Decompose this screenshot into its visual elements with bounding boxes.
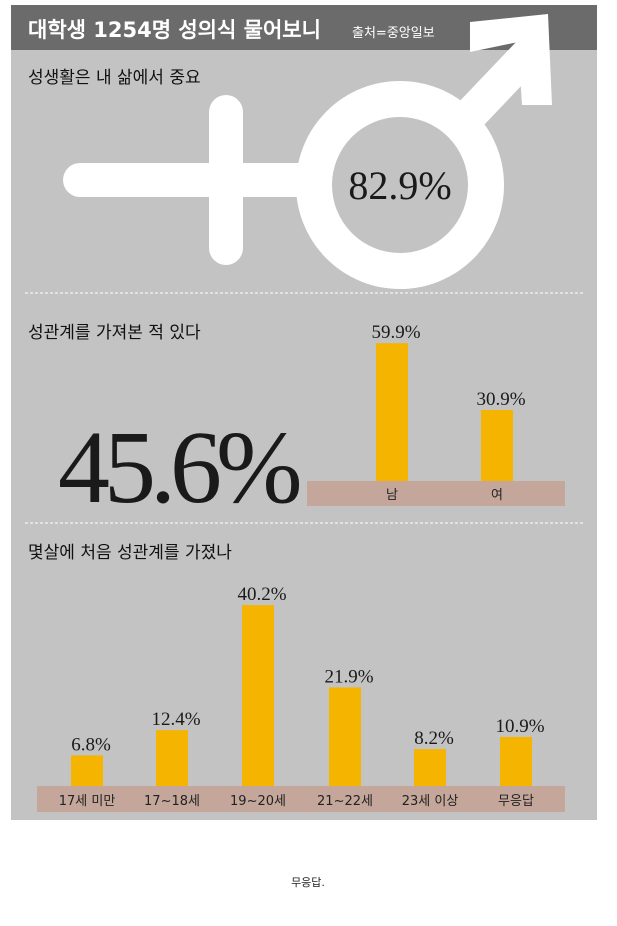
section-title: 몇살에 처음 성관계를 가졌나 <box>28 543 232 563</box>
value-label: 21.9% <box>324 666 373 687</box>
value-label: 6.8% <box>71 734 111 755</box>
value-label: 12.4% <box>151 709 200 730</box>
title: 대학생 1254명 성의식 물어보니 <box>28 18 321 42</box>
category-label: 남 <box>386 488 398 503</box>
category-label: 23세 이상 <box>402 794 459 809</box>
bar <box>329 687 361 786</box>
caption: 무응답. <box>291 876 325 889</box>
section-title: 성관계를 가져본 적 있다 <box>28 323 201 343</box>
value-label: 30.9% <box>476 389 525 410</box>
stat-disc <box>334 119 466 251</box>
total-value: 45.6% <box>58 410 300 525</box>
bar <box>376 343 408 481</box>
category-label: 무응답 <box>498 794 534 809</box>
category-strip <box>37 786 565 812</box>
bar <box>500 736 532 786</box>
value-label: 59.9% <box>371 322 420 343</box>
value-label: 40.2% <box>237 584 286 605</box>
stat-value: 82.9% <box>348 163 451 208</box>
source: 출처=중앙일보 <box>352 26 435 41</box>
bar <box>414 749 446 786</box>
category-label: 17~18세 <box>144 794 200 809</box>
value-label: 10.9% <box>495 716 544 737</box>
section-title: 성생활은 내 삶에서 중요 <box>28 68 201 88</box>
bar <box>71 755 103 786</box>
category-label: 17세 미만 <box>59 794 116 809</box>
category-label: 21~22세 <box>317 794 373 809</box>
category-label: 여 <box>491 488 503 503</box>
bar <box>242 605 274 786</box>
arrow-head <box>470 14 552 105</box>
category-label: 19~20세 <box>230 794 286 809</box>
category-strip <box>307 481 565 506</box>
bar <box>156 730 188 786</box>
bar <box>481 409 513 481</box>
value-label: 8.2% <box>414 728 454 749</box>
